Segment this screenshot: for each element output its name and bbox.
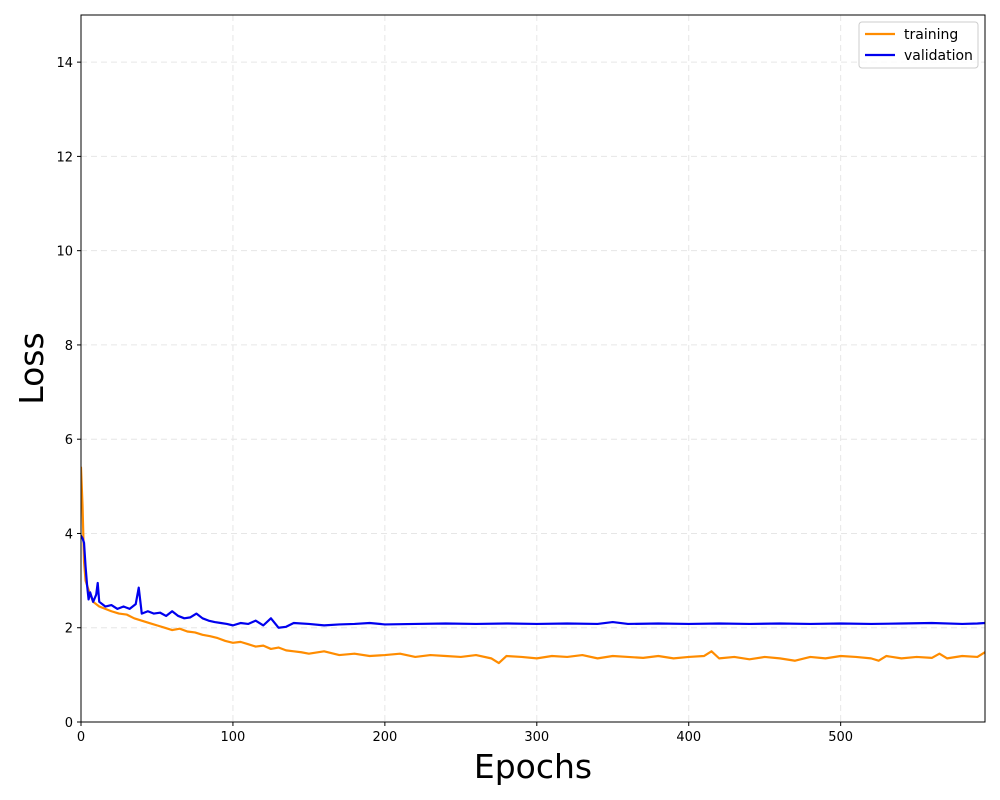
x-tick-label: 0 [77, 730, 85, 745]
y-tick-label: 10 [56, 245, 73, 260]
x-tick-label: 200 [372, 730, 397, 745]
plot-frame [80, 14, 986, 723]
y-tick-label: 8 [65, 339, 73, 354]
y-tick-label: 6 [65, 433, 73, 448]
legend-label-training: training [904, 27, 958, 43]
y-tick-label: 0 [65, 716, 73, 731]
y-tick-label: 12 [56, 150, 73, 165]
legend: training validation [858, 21, 979, 69]
x-tick-label: 400 [676, 730, 701, 745]
x-tick-label: 100 [221, 730, 246, 745]
grid [80, 15, 985, 723]
series-line-training [81, 466, 985, 665]
x-axis-title: Epochs [474, 747, 592, 786]
y-tick-label: 4 [65, 527, 73, 542]
plot-area [81, 466, 985, 665]
ticks: 0 100 200 300 400 500 0 2 4 6 8 10 12 14 [56, 56, 853, 745]
series-line-validation [81, 534, 985, 629]
y-axis-title: Loss [12, 332, 51, 404]
y-tick-label: 14 [56, 56, 73, 71]
series-layer [81, 466, 985, 665]
y-tick-label: 2 [65, 622, 73, 637]
x-tick-label: 300 [524, 730, 549, 745]
x-tick-label: 500 [828, 730, 853, 745]
legend-label-validation: validation [904, 48, 973, 64]
